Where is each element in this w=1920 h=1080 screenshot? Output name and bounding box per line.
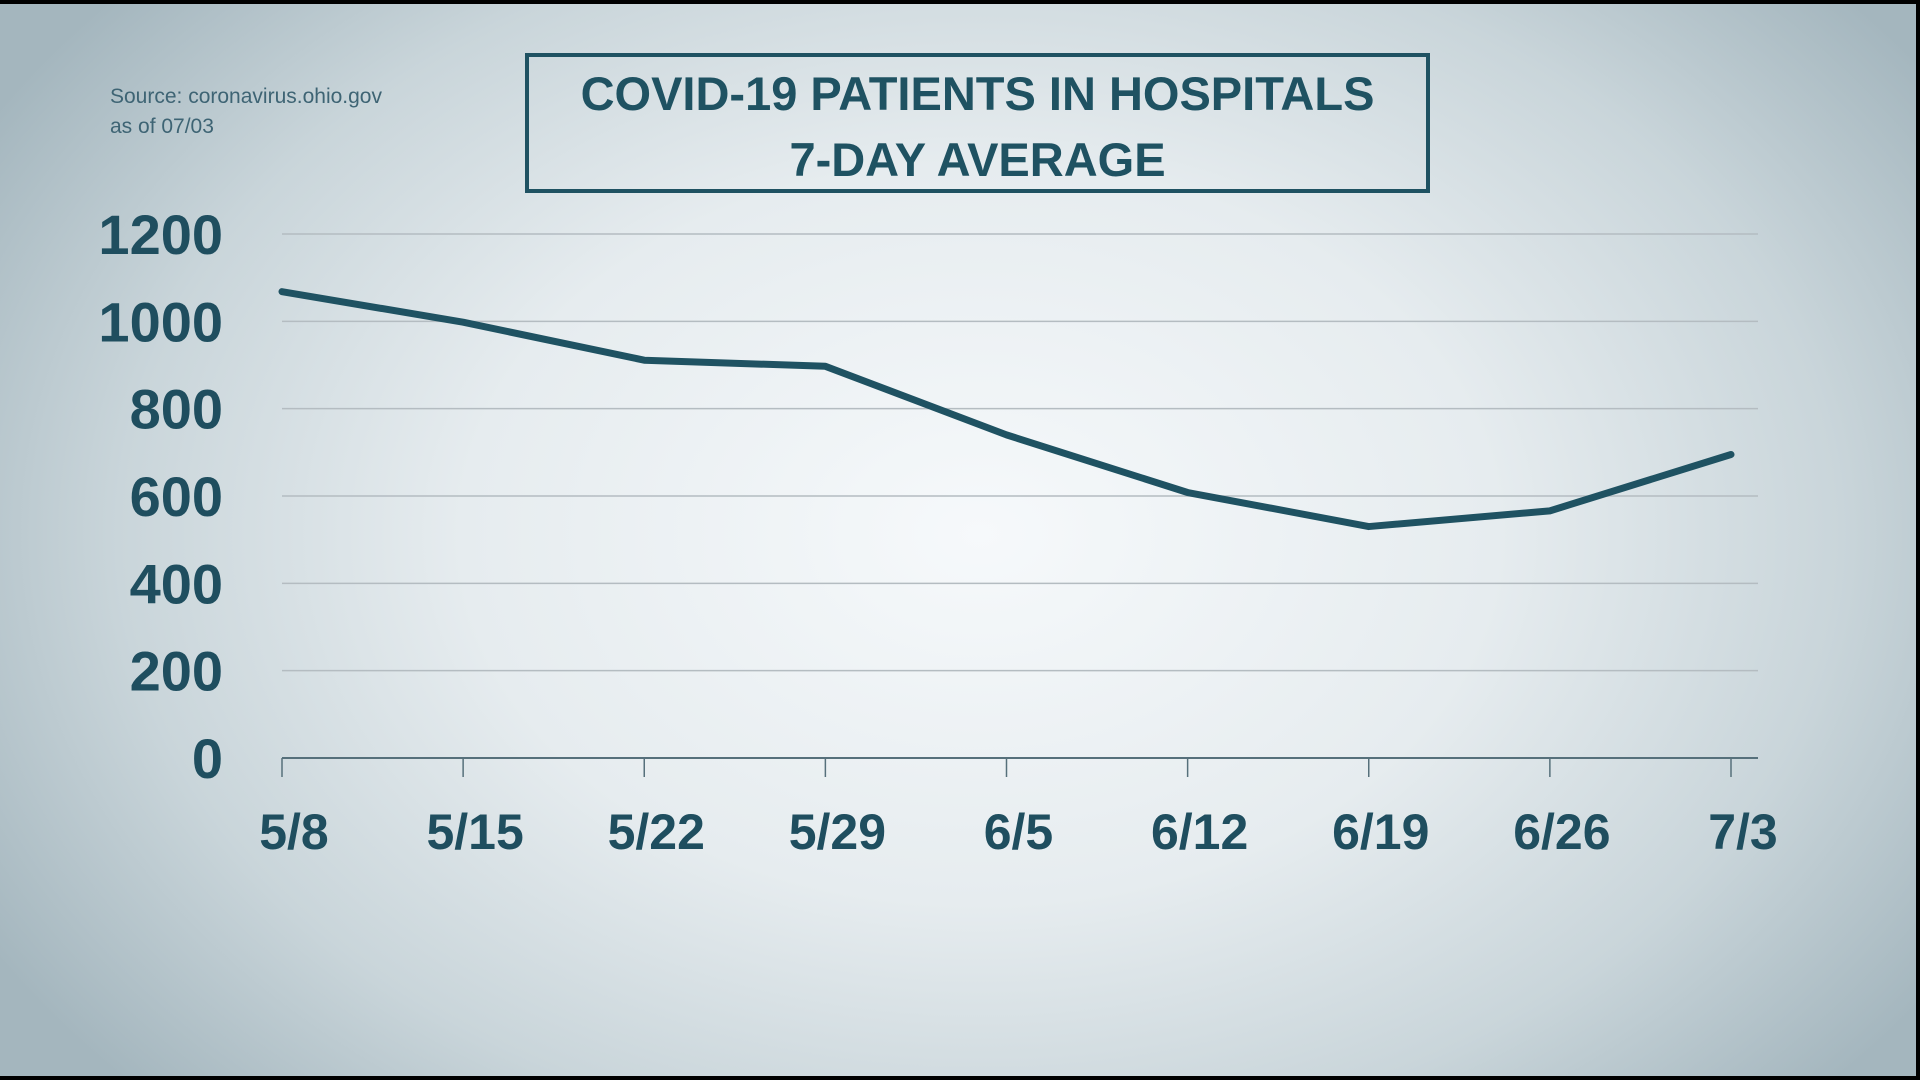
y-tick-label: 0 (192, 727, 223, 790)
source-note: Source: coronavirus.ohio.gov as of 07/03 (110, 82, 382, 142)
y-tick-label: 600 (130, 465, 223, 528)
y-tick-label: 1200 (98, 203, 223, 266)
x-tick-label: 5/15 (426, 804, 523, 860)
x-tick-label: 6/26 (1513, 804, 1610, 860)
y-tick-label: 1000 (98, 290, 223, 353)
chart-title-box: COVID-19 PATIENTS IN HOSPITALS 7-DAY AVE… (525, 53, 1430, 193)
x-tick-label: 5/8 (259, 804, 329, 860)
chart-background: Source: coronavirus.ohio.gov as of 07/03… (0, 4, 1916, 1076)
y-tick-label: 800 (130, 378, 223, 441)
x-tick-label: 5/29 (789, 804, 886, 860)
chart-title: COVID-19 PATIENTS IN HOSPITALS (580, 67, 1375, 120)
x-tick-label: 6/12 (1151, 804, 1248, 860)
y-tick-label: 200 (130, 640, 223, 703)
as-of-date: as of 07/03 (110, 115, 214, 138)
chart-subtitle: 7-DAY AVERAGE (789, 133, 1166, 186)
x-tick-label: 5/22 (608, 804, 705, 860)
x-tick-label: 6/5 (984, 804, 1054, 860)
x-tick-label: 7/3 (1708, 804, 1778, 860)
line-chart: 0 200 400 600 800 1000 1200 5/8 5/15 5/22 5/29 6/5 6… (98, 203, 1778, 860)
source-line: Source: coronavirus.ohio.gov (110, 85, 382, 108)
y-tick-label: 400 (130, 552, 223, 615)
x-tick-label: 6/19 (1332, 804, 1429, 860)
